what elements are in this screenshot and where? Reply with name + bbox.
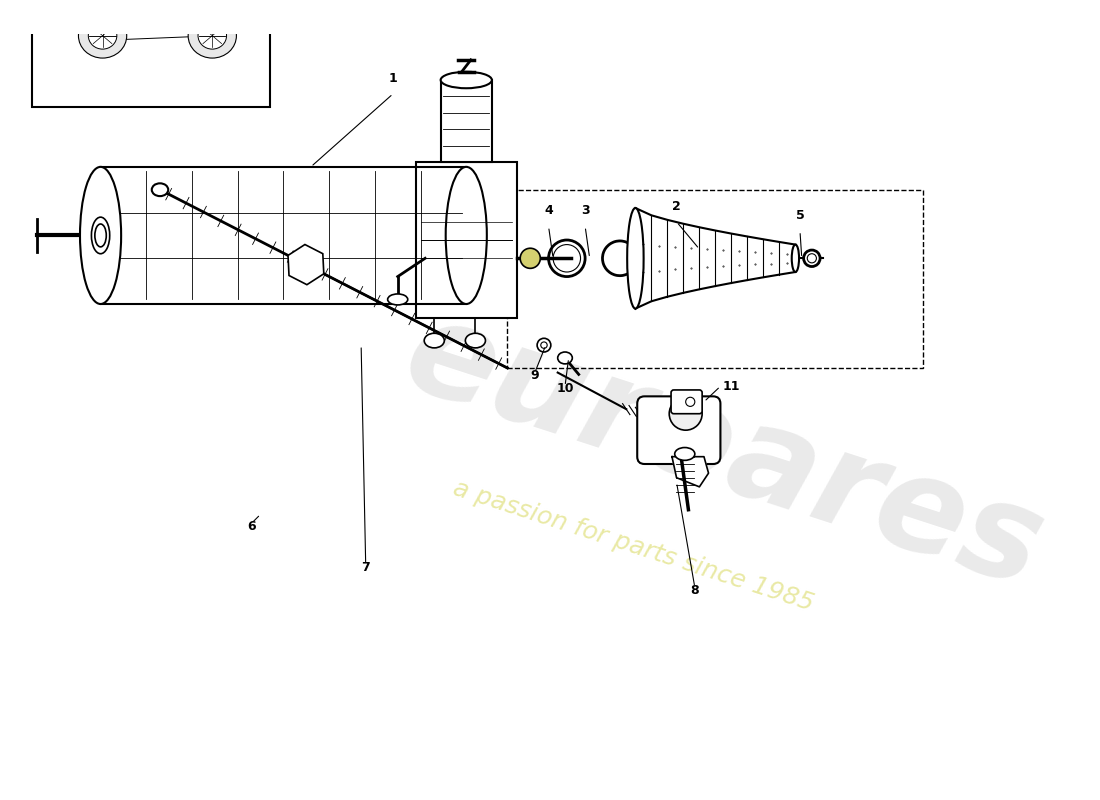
Ellipse shape <box>198 22 227 49</box>
Ellipse shape <box>441 72 492 88</box>
Ellipse shape <box>95 224 107 247</box>
Ellipse shape <box>78 14 126 58</box>
Text: 1: 1 <box>388 71 397 85</box>
Ellipse shape <box>792 245 799 272</box>
FancyBboxPatch shape <box>671 390 702 414</box>
Ellipse shape <box>685 398 695 406</box>
Ellipse shape <box>91 217 110 254</box>
Ellipse shape <box>88 22 117 49</box>
Ellipse shape <box>152 183 168 196</box>
Text: euroares: euroares <box>389 289 1058 614</box>
Ellipse shape <box>80 167 121 304</box>
Ellipse shape <box>807 254 816 263</box>
Ellipse shape <box>804 250 821 266</box>
Ellipse shape <box>465 334 485 348</box>
Ellipse shape <box>627 208 644 309</box>
Text: 6: 6 <box>248 519 255 533</box>
Ellipse shape <box>520 248 540 268</box>
Ellipse shape <box>558 352 572 364</box>
Bar <box>32 0 270 107</box>
FancyBboxPatch shape <box>637 396 720 464</box>
Ellipse shape <box>674 447 695 460</box>
Text: 4: 4 <box>544 204 553 217</box>
Text: 2: 2 <box>672 199 681 213</box>
Text: 11: 11 <box>723 380 740 393</box>
Ellipse shape <box>446 167 487 304</box>
Text: 5: 5 <box>795 209 804 222</box>
Text: 7: 7 <box>361 561 370 574</box>
Text: 9: 9 <box>530 369 539 382</box>
Circle shape <box>669 398 702 430</box>
Ellipse shape <box>188 14 236 58</box>
Bar <box>507 190 923 368</box>
Bar <box>416 162 517 318</box>
Ellipse shape <box>537 338 551 352</box>
Ellipse shape <box>65 0 78 2</box>
Polygon shape <box>672 457 708 487</box>
Ellipse shape <box>425 334 444 348</box>
Ellipse shape <box>387 294 408 305</box>
Bar <box>100 167 466 304</box>
Ellipse shape <box>541 342 547 348</box>
Polygon shape <box>636 208 795 309</box>
Text: 8: 8 <box>691 583 700 597</box>
Text: a passion for parts since 1985: a passion for parts since 1985 <box>450 477 817 616</box>
Bar <box>441 80 492 162</box>
Text: 10: 10 <box>557 382 574 395</box>
Text: 3: 3 <box>581 204 590 217</box>
